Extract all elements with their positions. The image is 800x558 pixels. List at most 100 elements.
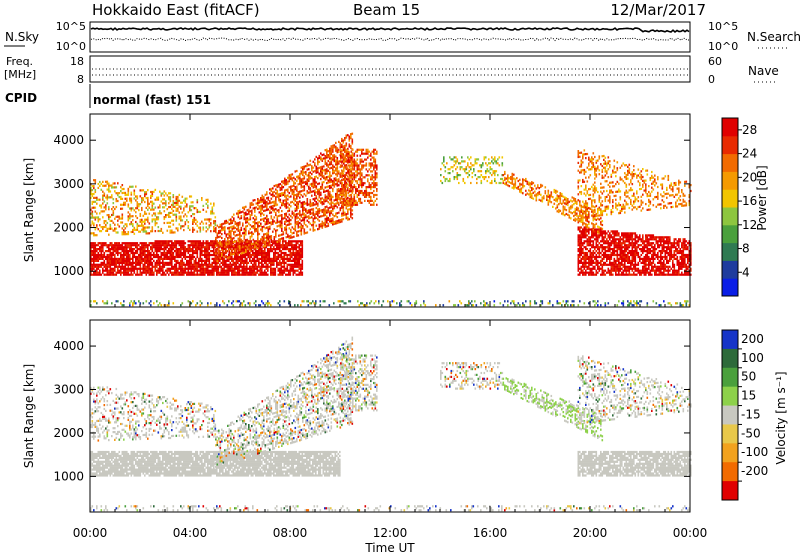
power-cell: [328, 211, 330, 213]
power-cell: [245, 258, 247, 260]
power-cell: [528, 183, 530, 185]
power-cell: [104, 195, 106, 197]
power-cell: [335, 148, 337, 150]
power-cell: [179, 217, 181, 219]
power-cell: [230, 246, 232, 248]
power-cell: [293, 252, 295, 254]
power-cell: [270, 260, 272, 262]
power-cell: [165, 240, 167, 242]
power-cell: [349, 145, 351, 147]
power-cell: [255, 268, 257, 270]
power-cell: [192, 254, 194, 256]
power-cell: [275, 222, 277, 224]
power-cell: [203, 250, 205, 252]
power-cell: [170, 222, 172, 224]
power-cell: [372, 178, 374, 180]
power-cell: [165, 216, 167, 218]
power-cell: [475, 160, 477, 162]
power-cell: [302, 272, 304, 274]
power-cell: [358, 200, 360, 202]
power-cell: [207, 258, 209, 260]
power-cell: [276, 246, 278, 248]
power-cell: [485, 170, 487, 172]
power-cell: [137, 227, 139, 229]
power-cell: [277, 210, 279, 212]
power-cell: [182, 260, 184, 262]
power-cell: [245, 270, 247, 272]
power-cell: [280, 201, 282, 203]
power-cell: [334, 166, 336, 168]
power-cell: [265, 209, 267, 211]
power-cell: [249, 260, 251, 262]
power-cell: [317, 214, 319, 216]
power-cell: [363, 176, 365, 178]
power-cell: [191, 262, 193, 264]
power-cell: [120, 204, 122, 206]
power-cell: [467, 156, 469, 158]
power-cell: [296, 213, 298, 215]
power-cell: [449, 180, 451, 182]
power-cell: [530, 192, 532, 194]
power-cell: [111, 220, 113, 222]
power-cell: [344, 145, 346, 147]
power-cell: [111, 258, 113, 260]
power-cell: [314, 198, 316, 200]
power-cell: [366, 192, 368, 194]
power-cell: [119, 252, 121, 254]
power-cell: [299, 226, 301, 228]
power-cell: [230, 222, 232, 224]
power-cell: [316, 191, 318, 193]
power-cell: [337, 173, 339, 175]
power-cell: [302, 248, 304, 250]
power-cell: [126, 198, 128, 200]
power-cell: [254, 221, 256, 223]
power-cell: [123, 260, 125, 262]
power-cell: [284, 217, 286, 219]
power-cell: [143, 266, 145, 268]
power-cell: [258, 258, 260, 260]
power-cell: [287, 181, 289, 183]
power-cell: [102, 244, 104, 246]
power-cell: [278, 193, 280, 195]
power-cell: [467, 164, 469, 166]
power-cell: [329, 195, 331, 197]
power-cell: [129, 200, 131, 202]
power-cell: [319, 212, 321, 214]
power-cell: [313, 230, 315, 232]
power-cell: [301, 202, 303, 204]
power-cell: [281, 264, 283, 266]
power-cell: [361, 174, 363, 176]
power-cell: [269, 254, 271, 256]
power-cell: [261, 252, 263, 254]
power-cell: [134, 229, 136, 231]
power-cell: [134, 209, 136, 211]
power-cell: [137, 207, 139, 209]
power-cell: [487, 168, 489, 170]
power-cell: [296, 256, 298, 258]
power-cell: [152, 228, 154, 230]
power-cell: [343, 190, 345, 192]
power-cell: [290, 254, 292, 256]
power-cell: [233, 274, 235, 276]
power-cell: [191, 250, 193, 252]
power-cell: [125, 198, 127, 200]
power-cell: [153, 252, 155, 254]
power-cell: [254, 215, 256, 217]
power-cell: [264, 262, 266, 264]
power-cell: [237, 258, 239, 260]
power-cell: [488, 170, 490, 172]
power-cell: [170, 260, 172, 262]
power-cell: [320, 223, 322, 225]
power-cell: [194, 207, 196, 209]
power-cell: [173, 220, 175, 222]
power-cell: [173, 210, 175, 212]
power-cell: [256, 218, 258, 220]
power-cell: [242, 250, 244, 252]
power-cell: [271, 239, 273, 241]
power-cell: [308, 188, 310, 190]
power-cell: [335, 183, 337, 185]
power-cell: [197, 272, 199, 274]
power-cell: [257, 243, 259, 245]
power-cell: [137, 268, 139, 270]
power-cell: [213, 268, 215, 270]
